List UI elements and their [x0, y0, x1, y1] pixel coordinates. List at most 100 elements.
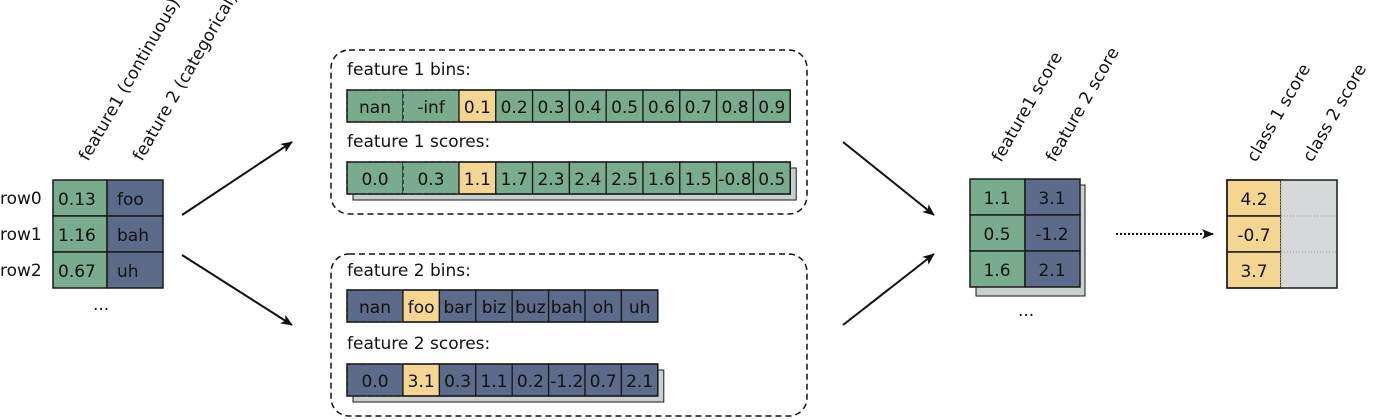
feature1-panel: feature 1 bins: nan -inf 0.1 0.2 0.3 0.4 0.5 0.… [330, 49, 808, 215]
class-table: class 1 score class 2 score 4.2 -0.7 3.7 [1226, 61, 1371, 289]
score-value-r2c1: 1.6 [983, 261, 1010, 281]
score-cell-r2c1 [969, 250, 1026, 288]
feature1-bin-value: -inf [417, 98, 446, 118]
input-header-feature1: feature1 (continuous) [75, 0, 185, 164]
input-cell-r1c2 [106, 215, 164, 253]
feature2-panel: feature 2 bins: nan foo bar biz buz bah oh uh f… [330, 253, 808, 417]
feature1-scores-label: feature 1 scores: [347, 132, 490, 152]
feature1-score-value: 2.3 [537, 170, 564, 190]
feature2-score-value: 0.2 [517, 372, 544, 392]
input-cell-r0c1 [52, 179, 108, 217]
feature1-bin-cell [531, 89, 571, 123]
row-label-1: row1 [0, 225, 42, 245]
score-cell-r0c1 [969, 178, 1026, 216]
score-table: feature1 score feature 2 score 1.1 3.1 0… [969, 44, 1124, 321]
class-value-r1: -0.7 [1237, 226, 1270, 246]
score-value-r1c2: -1.2 [1035, 225, 1068, 245]
feature1-panel-border [330, 49, 808, 215]
feature2-score-value: -1.2 [550, 372, 583, 392]
class-table-border [1226, 179, 1338, 289]
feature1-bin-value: 0.4 [574, 98, 601, 118]
feature2-bin-border [346, 289, 659, 323]
score-value-r0c1: 1.1 [983, 189, 1010, 209]
feature2-score-value: 1.1 [480, 372, 507, 392]
feature1-score-value: 2.4 [574, 170, 601, 190]
feature2-bins-strip: nan foo bar biz buz bah oh uh [346, 289, 659, 323]
feature2-score-value: 2.1 [626, 372, 653, 392]
feature2-bin-value: bar [443, 298, 471, 318]
feature2-scores-strip: 0.0 3.1 0.3 1.1 0.2 -1.2 0.7 2.1 [346, 363, 665, 403]
feature2-score-cell [438, 363, 477, 397]
input-value-r2c1: 0.67 [58, 262, 96, 282]
input-value-r0c1: 0.13 [58, 190, 96, 210]
feature1-bin-value: 0.6 [648, 98, 675, 118]
feature1-score-value: 1.5 [685, 170, 712, 190]
arrow-from-feature1 [842, 141, 935, 216]
feature1-bin-value: 0.3 [537, 98, 564, 118]
input-value-r2c2: uh [117, 262, 139, 282]
feature1-bin-value: 0.9 [758, 98, 785, 118]
feature2-scores-label: feature 2 scores: [347, 334, 490, 354]
feature1-score-cell [642, 161, 681, 195]
score-value-r0c2: 3.1 [1038, 189, 1065, 209]
feature1-bin-value: 0.8 [721, 98, 748, 118]
feature1-score-value: 0.3 [417, 170, 444, 190]
feature2-score-value: 0.0 [361, 372, 388, 392]
feature1-score-value: 1.7 [501, 170, 528, 190]
feature2-score-value: 0.3 [444, 372, 471, 392]
feature1-scores-strip: 0.0 0.3 1.1 1.7 2.3 2.4 2.5 1.6 1.5 -0.8 0.5 [346, 161, 797, 201]
input-value-r1c2: bah [117, 226, 149, 246]
arrow-to-feature1 [181, 141, 293, 216]
input-ellipsis: ... [93, 295, 109, 315]
feature1-bin-value: 0.5 [611, 98, 638, 118]
feature2-bin-value: uh [629, 298, 651, 318]
row-label-0: row0 [0, 189, 42, 209]
feature1-score-value: 0.5 [758, 170, 785, 190]
arrow-to-feature2 [181, 254, 293, 326]
feature2-score-cell [547, 363, 586, 397]
feature2-bin-value: buz [515, 298, 546, 318]
input-value-r1c1: 1.16 [58, 226, 96, 246]
class-value-r2: 3.7 [1240, 262, 1267, 282]
input-table: feature1 (continuous) feature 2 (categor… [0, 0, 242, 315]
feature2-bin-value: foo [408, 298, 435, 318]
feature2-panel-border [330, 253, 808, 417]
feature1-bin-border [346, 89, 791, 123]
feature1-score-value: 0.0 [361, 170, 388, 190]
feature2-bin-value: oh [593, 298, 614, 318]
row-label-2: row2 [0, 261, 42, 281]
feature1-bins-label: feature 1 bins: [347, 60, 471, 80]
feature1-score-cell [752, 161, 791, 195]
score-ellipsis: ... [1018, 301, 1034, 321]
input-value-r0c2: foo [117, 190, 144, 210]
feature1-score-value: 2.5 [611, 170, 638, 190]
score-value-r1c1: 0.5 [983, 225, 1010, 245]
score-value-r2c2: 2.1 [1038, 261, 1065, 281]
feature2-bin-value: biz [482, 298, 507, 318]
input-header-feature2: feature 2 (categorical) [129, 0, 242, 164]
score-cell-r2c2 [1024, 250, 1081, 288]
feature1-score-value: 1.1 [464, 170, 491, 190]
feature2-bins-label: feature 2 bins: [347, 261, 471, 281]
feature2-score-border [346, 363, 659, 397]
feature1-score-value: 1.6 [648, 170, 675, 190]
feature1-bins-strip: nan -inf 0.1 0.2 0.3 0.4 0.5 0.6 0.7 0.8 0.9 [346, 89, 791, 123]
class-cell-r2c2 [1280, 251, 1338, 289]
feature2-score-value: 0.7 [590, 372, 617, 392]
feature1-bin-value: 0.7 [685, 98, 712, 118]
score-cell-r0c2 [1024, 178, 1081, 216]
feature1-bin-value: nan [359, 98, 391, 118]
class-cell-r0c2 [1280, 179, 1338, 217]
class-cell-r1c2 [1280, 215, 1338, 253]
feature1-score-value: -0.8 [718, 170, 751, 190]
feature2-bin-cell [511, 289, 550, 323]
arrow-from-feature2 [842, 253, 935, 326]
input-cell-r2c1 [52, 251, 108, 289]
feature2-bin-value: bah [551, 298, 583, 318]
input-cell-r2c2 [106, 251, 164, 289]
feature1-bin-value: 0.1 [464, 98, 491, 118]
class-value-r0: 4.2 [1240, 190, 1267, 210]
feature2-bin-value: nan [359, 298, 391, 318]
feature1-bin-value: 0.2 [501, 98, 528, 118]
